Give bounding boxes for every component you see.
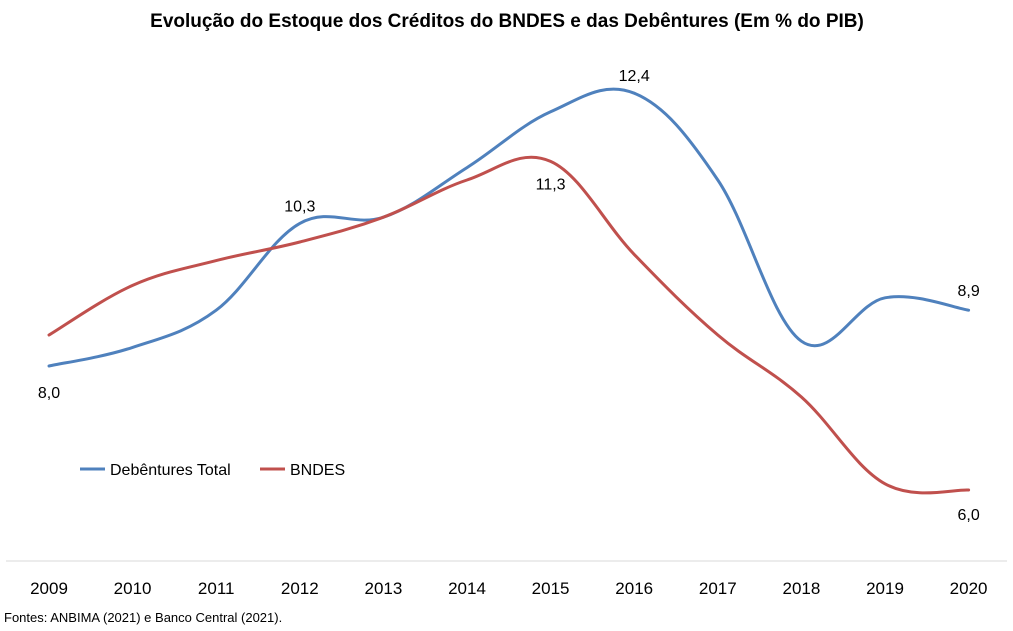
x-tick-label: 2013 xyxy=(364,579,402,598)
legend: Debêntures Total BNDES xyxy=(80,462,345,479)
series-line-debentures xyxy=(47,87,971,368)
chart-title: Evolução do Estoque dos Créditos do BNDE… xyxy=(150,11,864,32)
x-tick-label: 2017 xyxy=(699,579,737,598)
x-tick-label: 2019 xyxy=(866,579,904,598)
x-tick-label: 2012 xyxy=(281,579,319,598)
x-tick-label: 2009 xyxy=(30,579,68,598)
data-labels: 8,0 10,3 12,4 8,9 11,3 6,0 xyxy=(38,68,980,524)
x-tick-label: 2018 xyxy=(782,579,820,598)
x-tick-label: 2016 xyxy=(615,579,653,598)
x-axis-ticks: 2009 2010 2011 2012 2013 2014 2015 2016 2017 2018… xyxy=(30,579,987,598)
source-note: Fontes: ANBIMA (2021) e Banco Central (2… xyxy=(4,610,283,625)
series-line-bndes xyxy=(47,155,971,495)
legend-entry: Debêntures Total xyxy=(110,462,231,479)
series-layer xyxy=(47,87,971,495)
legend-entry: BNDES xyxy=(290,462,345,479)
x-tick-label: 2020 xyxy=(950,579,988,598)
data-label: 10,3 xyxy=(284,198,315,215)
data-label: 8,0 xyxy=(38,385,60,402)
data-label: 11,3 xyxy=(536,176,566,193)
x-tick-label: 2011 xyxy=(198,579,235,598)
data-label: 8,9 xyxy=(957,283,979,300)
data-label: 6,0 xyxy=(957,507,979,524)
data-label: 12,4 xyxy=(619,68,650,85)
x-tick-label: 2014 xyxy=(448,579,486,598)
x-tick-label: 2010 xyxy=(114,579,152,598)
x-tick-label: 2015 xyxy=(532,579,570,598)
